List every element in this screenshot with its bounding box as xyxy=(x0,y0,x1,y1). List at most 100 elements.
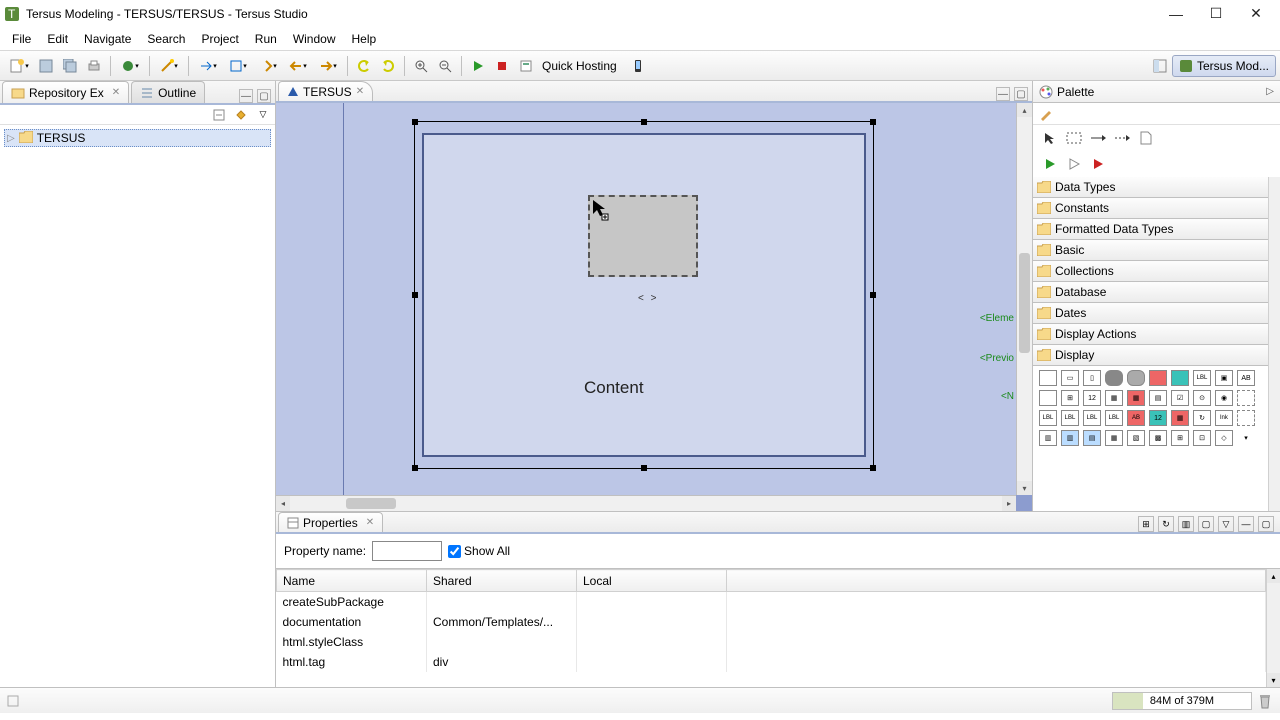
widget-item[interactable]: ▾ xyxy=(1237,430,1255,446)
widget-item[interactable]: LBL xyxy=(1083,410,1101,426)
widget-item[interactable]: ↻ xyxy=(1193,410,1211,426)
widget-item[interactable]: LBL xyxy=(1105,410,1123,426)
drawer-formatted[interactable]: Formatted Data Types xyxy=(1033,218,1280,240)
select-tool-icon[interactable] xyxy=(1041,129,1059,147)
minimize-editor-icon[interactable]: — xyxy=(996,87,1010,101)
brush-icon[interactable] xyxy=(1039,107,1053,121)
note-tool-icon[interactable] xyxy=(1137,129,1155,147)
widget-item[interactable] xyxy=(1237,390,1255,406)
drawer-dates[interactable]: Dates xyxy=(1033,302,1280,324)
menu-project[interactable]: Project xyxy=(193,32,246,46)
palette-header[interactable]: Palette ▷ xyxy=(1033,81,1280,103)
menu-run[interactable]: Run xyxy=(247,32,285,46)
widget-item[interactable]: LBL xyxy=(1039,410,1057,426)
resize-handle[interactable] xyxy=(641,119,647,125)
stop-button[interactable] xyxy=(491,55,513,77)
marquee-tool-icon[interactable] xyxy=(1065,129,1083,147)
prop-action-c[interactable]: ▥ xyxy=(1178,516,1194,532)
prop-action-b[interactable]: ↻ xyxy=(1158,516,1174,532)
vertical-scrollbar[interactable]: ▴ ▾ xyxy=(1016,103,1032,495)
widget-item[interactable] xyxy=(1149,370,1167,386)
widget-item[interactable]: ▤ xyxy=(1083,430,1101,446)
nav-c-button[interactable]: ▾ xyxy=(254,55,282,77)
zoom-in-button[interactable] xyxy=(410,55,432,77)
widget-item[interactable]: ▦ xyxy=(1127,390,1145,406)
scroll-up-icon[interactable]: ▴ xyxy=(1267,569,1280,583)
drawer-data-types[interactable]: Data Types xyxy=(1033,177,1280,198)
scroll-left-icon[interactable]: ◂ xyxy=(276,496,290,511)
widget-item[interactable]: LBL xyxy=(1193,370,1211,386)
connector-dashed-icon[interactable] xyxy=(1113,129,1131,147)
back-button[interactable]: ▾ xyxy=(284,55,312,77)
play-green-icon[interactable] xyxy=(1041,155,1059,173)
table-row[interactable]: html.styleClass xyxy=(277,632,1266,652)
diagram-canvas[interactable]: < > Content <Eleme <Previo <N xyxy=(344,103,1016,495)
palette-scrollbar[interactable] xyxy=(1268,177,1280,511)
widget-item[interactable]: ⊞ xyxy=(1171,430,1189,446)
link-editor-icon[interactable] xyxy=(233,107,249,123)
nav-b-button[interactable]: ▾ xyxy=(224,55,252,77)
widget-item[interactable] xyxy=(1237,410,1255,426)
widget-item[interactable]: ▯ xyxy=(1083,370,1101,386)
col-local[interactable]: Local xyxy=(577,570,727,592)
save-button[interactable] xyxy=(35,55,57,77)
widget-item[interactable]: ▧ xyxy=(1127,430,1145,446)
redo-button[interactable] xyxy=(377,55,399,77)
save-all-button[interactable] xyxy=(59,55,81,77)
maximize-button[interactable]: ☐ xyxy=(1196,4,1236,24)
scroll-down-icon[interactable]: ▾ xyxy=(1017,481,1032,495)
widget-item[interactable]: 12 xyxy=(1083,390,1101,406)
close-button[interactable]: ✕ xyxy=(1236,4,1276,24)
widget-item[interactable]: ▭ xyxy=(1061,370,1079,386)
prop-action-a[interactable]: ⊞ xyxy=(1138,516,1154,532)
resize-handle[interactable] xyxy=(870,292,876,298)
widget-item[interactable]: ▦ xyxy=(1171,410,1189,426)
widget-item[interactable]: lnk xyxy=(1215,410,1233,426)
col-extra[interactable] xyxy=(727,570,1266,592)
widget-item[interactable]: ⊡ xyxy=(1193,430,1211,446)
resize-handle[interactable] xyxy=(412,465,418,471)
widget-item[interactable]: 12 xyxy=(1149,410,1167,426)
maximize-editor-icon[interactable]: ▢ xyxy=(1014,87,1028,101)
widget-item[interactable]: ▥ xyxy=(1039,430,1057,446)
resize-handle[interactable] xyxy=(412,292,418,298)
filter-input[interactable] xyxy=(372,541,442,561)
widget-item[interactable]: ▤ xyxy=(1149,390,1167,406)
menu-help[interactable]: Help xyxy=(344,32,385,46)
widget-item[interactable] xyxy=(1127,370,1145,386)
tab-outline[interactable]: Outline xyxy=(131,81,205,103)
editor-tab-tersus[interactable]: TERSUS ✕ xyxy=(278,81,373,101)
scroll-thumb[interactable] xyxy=(346,498,396,509)
prop-action-e[interactable]: ▽ xyxy=(1218,516,1234,532)
widget-item[interactable]: AB xyxy=(1237,370,1255,386)
play-outline-icon[interactable] xyxy=(1065,155,1083,173)
zoom-out-button[interactable] xyxy=(434,55,456,77)
scroll-thumb[interactable] xyxy=(1019,253,1030,353)
close-icon[interactable]: ✕ xyxy=(356,86,364,97)
menu-file[interactable]: File xyxy=(4,32,39,46)
resize-handle[interactable] xyxy=(870,465,876,471)
memory-meter[interactable]: 84M of 379M xyxy=(1112,692,1252,710)
quick-hosting-label[interactable]: Quick Hosting xyxy=(542,59,617,73)
menu-window[interactable]: Window xyxy=(285,32,344,46)
menu-search[interactable]: Search xyxy=(139,32,193,46)
collapse-all-icon[interactable] xyxy=(211,107,227,123)
table-row[interactable]: documentationCommon/Templates/... xyxy=(277,612,1266,632)
widget-item[interactable] xyxy=(1105,370,1123,386)
properties-scrollbar[interactable]: ▴ ▾ xyxy=(1266,569,1280,687)
drawer-constants[interactable]: Constants xyxy=(1033,197,1280,219)
widget-item[interactable]: ⊞ xyxy=(1061,390,1079,406)
tree-node-root[interactable]: ▷ TERSUS xyxy=(4,129,271,147)
menu-edit[interactable]: Edit xyxy=(39,32,76,46)
perspective-switcher[interactable]: Tersus Mod... xyxy=(1172,55,1276,77)
drawer-display[interactable]: Display xyxy=(1033,344,1280,366)
resize-handle[interactable] xyxy=(412,119,418,125)
resize-handle[interactable] xyxy=(641,465,647,471)
widget-item[interactable]: ◇ xyxy=(1215,430,1233,446)
minimize-view-icon[interactable]: — xyxy=(239,89,253,103)
repository-tree[interactable]: ▷ TERSUS xyxy=(0,125,275,151)
widget-item[interactable]: ☑ xyxy=(1171,390,1189,406)
device-icon[interactable] xyxy=(627,55,649,77)
widget-item[interactable]: ▣ xyxy=(1215,370,1233,386)
col-shared[interactable]: Shared xyxy=(427,570,577,592)
